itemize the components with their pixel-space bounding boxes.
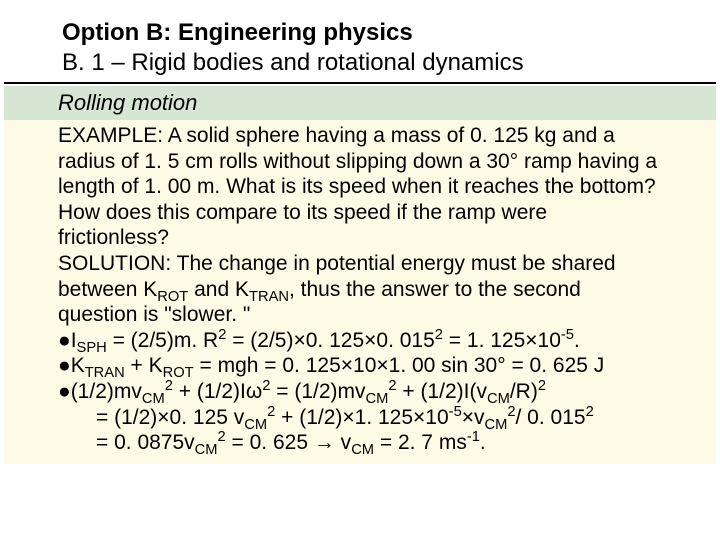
W-e-sup: 2 <box>538 378 546 394</box>
moment-of-inertia-line: ●ISPH = (2/5)m. R2 = (2/5)×0. 125×0. 015… <box>58 328 662 354</box>
solution-label: SOLUTION: <box>58 252 171 275</box>
Y-a: = 0. 0875v <box>96 431 195 454</box>
kinetic-substitution-line: = (1/2)×0. 125 vCM2 + (1/2)×1. 125×10-5×… <box>58 405 662 431</box>
W-d: + (1/2)I(v <box>397 380 487 403</box>
header-block: Option B: Engineering physics B. 1 – Rig… <box>4 18 716 84</box>
I-c: = (2/5)×0. 125×0. 015 <box>226 329 434 352</box>
I-e: . <box>574 329 580 352</box>
X-c: ×v <box>462 406 485 429</box>
X-d: / 0. 015 <box>516 406 586 429</box>
k-tran: K <box>235 278 249 301</box>
section-label: Rolling motion <box>4 86 716 120</box>
W-a: (1/2)mv <box>71 380 142 403</box>
slide: Option B: Engineering physics B. 1 – Rig… <box>0 0 720 540</box>
X-b-sup: -5 <box>449 404 462 420</box>
kinetic-expansion-line: ●(1/2)mvCM2 + (1/2)Iω2 = (1/2)mvCM2 + (1… <box>58 379 662 405</box>
result-line: = 0. 0875vCM2 = 0. 625 → vCM = 2. 7 ms-1… <box>58 430 662 456</box>
X-d-sup: 2 <box>586 404 594 420</box>
W-c: = (1/2)mv <box>270 380 365 403</box>
bullet-icon: ● <box>58 353 71 377</box>
k-tran-sub: TRAN <box>249 289 289 305</box>
Y-c: = 2. 7 ms <box>374 431 467 454</box>
Y-a-sup: 2 <box>218 429 226 445</box>
W-e: /R) <box>510 380 538 403</box>
slide-body: EXAMPLE: A solid sphere having a mass of… <box>4 120 716 464</box>
Y-d: . <box>480 431 486 454</box>
option-title: Option B: Engineering physics <box>62 18 658 48</box>
Y-a-sub: CM <box>195 443 218 459</box>
I-c-sup: 2 <box>435 327 443 343</box>
E-b: + K <box>125 354 163 377</box>
option-subtitle: B. 1 – Rigid bodies and rotational dynam… <box>62 48 658 78</box>
W-c-sup: 2 <box>388 378 396 394</box>
I-b: = (2/5)m. R <box>107 329 218 352</box>
I-d-sup: -5 <box>561 327 574 343</box>
X-c-sub: CM <box>485 417 508 433</box>
bullet-icon: ● <box>58 379 71 403</box>
energy-balance-line: ●KTRAN + KROT = mgh = 0. 125×10×1. 00 si… <box>58 353 662 379</box>
example-label: EXAMPLE: <box>58 124 163 147</box>
solution-intro-b: and <box>188 278 235 301</box>
Y-b-sub: CM <box>351 443 374 459</box>
E-a: K <box>71 354 85 377</box>
bullet-icon: ● <box>58 328 71 352</box>
E-c: = mgh = 0. 125×10×1. 00 sin 30° = 0. 625… <box>194 354 605 377</box>
Y-b: = 0. 625 → v <box>226 431 352 454</box>
X-b: + (1/2)×1. 125×10 <box>275 406 448 429</box>
X-c-sup: 2 <box>507 404 515 420</box>
X-a: = (1/2)×0. 125 v <box>96 406 244 429</box>
W-b: + (1/2)Iω <box>173 380 262 403</box>
solution-intro: SOLUTION: The change in potential energy… <box>58 251 662 328</box>
k-rot: K <box>143 278 157 301</box>
example-paragraph: EXAMPLE: A solid sphere having a mass of… <box>58 123 662 251</box>
I-d: = 1. 125×10 <box>443 329 561 352</box>
W-a-sup: 2 <box>165 378 173 394</box>
Y-c-sup: -1 <box>467 429 480 445</box>
